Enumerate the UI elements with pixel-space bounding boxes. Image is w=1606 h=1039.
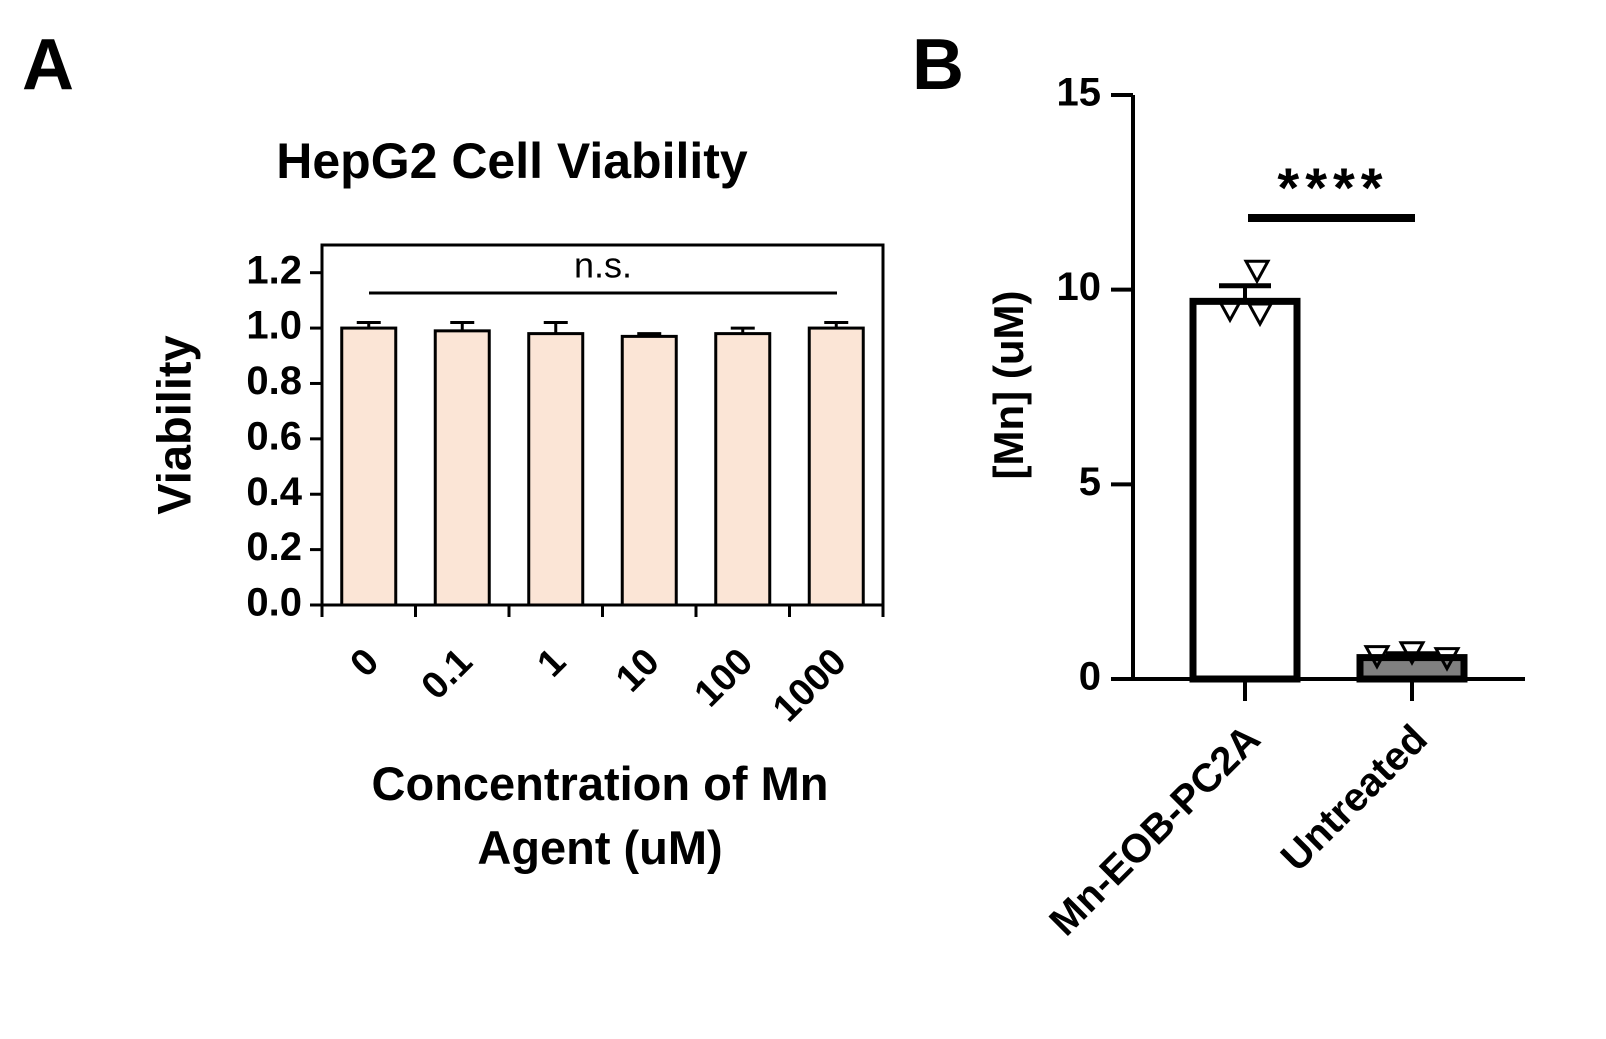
annotation: **** [1277, 156, 1388, 219]
x-tick-label: 1 [530, 641, 575, 686]
data-point [1246, 302, 1274, 328]
x-tick-label: 100 [687, 641, 762, 716]
x-tick-label: 0 [343, 641, 388, 686]
bar [1189, 297, 1301, 683]
x-tick-label: Mn-EOB-PC2A [1041, 717, 1269, 945]
plot-frame [320, 243, 885, 607]
bar [807, 326, 865, 607]
bar [433, 329, 491, 607]
data-point [1398, 641, 1426, 666]
data-point [1216, 298, 1244, 324]
y-tick-label: 10 [1057, 265, 1102, 309]
x-tick-label: Untreated [1273, 717, 1436, 880]
x-tick-label: 10 [608, 641, 668, 701]
x-tick-label: 0.1 [414, 641, 481, 708]
panel-label: B [912, 25, 964, 105]
y-tick-label: 0.6 [246, 414, 302, 458]
y-tick-label: 0.4 [246, 470, 302, 514]
bar [340, 326, 398, 607]
x-tick-label: 1000 [765, 641, 854, 730]
y-tick-label: 0.2 [246, 525, 302, 569]
panel-label: A [22, 25, 74, 105]
data-point [1433, 647, 1461, 672]
x-axis-label: Concentration of Mn Agent (uM) [371, 757, 829, 874]
y-tick-label: 15 [1057, 71, 1102, 115]
y-tick-label: 1.2 [246, 248, 302, 292]
y-tick-label: 1.0 [246, 304, 302, 348]
annotation: n.s. [574, 245, 632, 286]
bar [714, 332, 772, 607]
y-axis-label: [Mn] (uM) [985, 291, 1032, 480]
y-tick-label: 0.0 [246, 581, 302, 625]
y-tick-label: 5 [1079, 460, 1101, 504]
bar [527, 332, 585, 607]
data-point [1363, 645, 1391, 670]
y-axis-label: Viability [147, 335, 200, 514]
bar [620, 334, 678, 607]
y-tick-label: 0.8 [246, 359, 302, 403]
y-tick-label: 0 [1079, 655, 1101, 699]
chart-title: HepG2 Cell Viability [276, 133, 748, 189]
data-point [1243, 259, 1271, 285]
